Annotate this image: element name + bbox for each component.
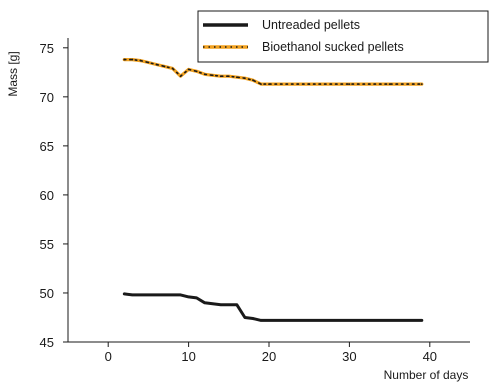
data-point-bioethanol-sucked-pellets: [243, 77, 246, 80]
data-point-untreaded-pellets: [203, 301, 206, 304]
data-point-untreaded-pellets: [219, 303, 222, 306]
data-point-untreaded-pellets: [260, 319, 262, 322]
data-point-bioethanol-sucked-pellets: [155, 63, 158, 66]
series-line-bioethanol-sucked-pellets: [122, 57, 424, 86]
series-dots-bioethanol-sucked-pellets: [123, 58, 423, 85]
data-point-untreaded-pellets: [163, 294, 166, 296]
y-tick-label: 55: [40, 237, 54, 252]
y-axis-label: Mass [g]: [6, 51, 20, 96]
data-point-bioethanol-sucked-pellets: [227, 75, 230, 78]
data-point-bioethanol-sucked-pellets: [171, 67, 174, 70]
data-point-bioethanol-sucked-pellets: [131, 58, 134, 61]
y-tick-label: 45: [40, 335, 54, 350]
data-point-bioethanol-sucked-pellets: [268, 83, 270, 85]
data-point-bioethanol-sucked-pellets: [195, 70, 198, 73]
data-point-bioethanol-sucked-pellets: [163, 65, 166, 68]
data-point-untreaded-pellets: [348, 319, 351, 322]
data-point-untreaded-pellets: [243, 316, 246, 319]
y-tick-label: 75: [40, 41, 54, 56]
data-point-bioethanol-sucked-pellets: [235, 76, 238, 79]
x-ticks: 0 10 20 30 40: [105, 342, 437, 364]
data-point-bioethanol-sucked-pellets: [187, 68, 190, 71]
x-tick-label: 20: [262, 349, 276, 364]
data-point-untreaded-pellets: [235, 303, 238, 306]
series-line-untreaded-pellets: [122, 292, 424, 322]
data-point-bioethanol-sucked-pellets: [260, 83, 262, 85]
data-point-untreaded-pellets: [227, 303, 230, 306]
data-point-bioethanol-sucked-pellets: [179, 75, 182, 78]
legend-label-untreaded: Untreaded pellets: [262, 18, 360, 32]
data-point-untreaded-pellets: [211, 302, 214, 305]
data-point-untreaded-pellets: [187, 295, 190, 298]
data-point-untreaded-pellets: [147, 294, 150, 296]
data-point-untreaded-pellets: [179, 294, 182, 296]
plot-area: [122, 57, 424, 322]
data-point-untreaded-pellets: [139, 294, 142, 296]
data-point-bioethanol-sucked-pellets: [139, 59, 142, 62]
data-point-untreaded-pellets: [155, 294, 158, 296]
data-point-bioethanol-sucked-pellets: [420, 83, 423, 85]
y-tick-label: 50: [40, 286, 54, 301]
x-axis-label: Number of days: [384, 368, 469, 382]
legend: Untreaded pellets Bioethanol sucked pell…: [197, 10, 489, 63]
data-point-bioethanol-sucked-pellets: [203, 73, 206, 76]
data-point-untreaded-pellets: [123, 293, 126, 295]
y-tick-label: 70: [40, 90, 54, 105]
legend-label-bioethanol: Bioethanol sucked pellets: [262, 40, 404, 54]
data-point-bioethanol-sucked-pellets: [123, 58, 126, 61]
data-point-bioethanol-sucked-pellets: [388, 83, 391, 85]
data-point-bioethanol-sucked-pellets: [147, 61, 150, 64]
x-tick-label: 30: [342, 349, 356, 364]
x-tick-label: 0: [105, 349, 112, 364]
y-tick-label: 65: [40, 139, 54, 154]
data-point-bioethanol-sucked-pellets: [211, 74, 214, 77]
data-point-untreaded-pellets: [420, 319, 423, 322]
data-point-bioethanol-sucked-pellets: [219, 75, 222, 78]
data-point-untreaded-pellets: [171, 294, 174, 296]
data-point-untreaded-pellets: [268, 319, 270, 322]
data-point-bioethanol-sucked-pellets: [348, 83, 351, 85]
y-ticks: 45 50 55 60 65 70 75: [40, 41, 68, 350]
data-point-bioethanol-sucked-pellets: [308, 83, 311, 85]
x-tick-label: 40: [423, 349, 437, 364]
data-point-untreaded-pellets: [131, 294, 134, 296]
data-point-untreaded-pellets: [195, 296, 198, 299]
data-point-untreaded-pellets: [308, 319, 311, 322]
data-point-untreaded-pellets: [388, 319, 391, 322]
data-point-untreaded-pellets: [252, 317, 254, 320]
legend-box: [197, 10, 489, 63]
y-tick-label: 60: [40, 188, 54, 203]
data-point-bioethanol-sucked-pellets: [252, 79, 254, 82]
x-tick-label: 10: [181, 349, 195, 364]
